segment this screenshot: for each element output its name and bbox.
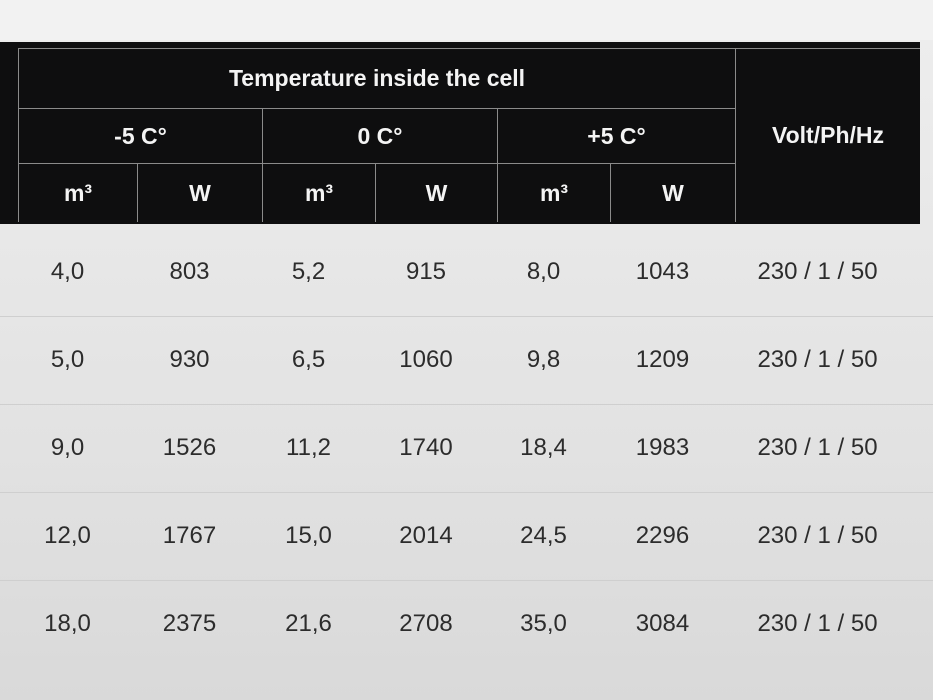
table-cell: 6,5: [291, 346, 326, 373]
table-cell: 930: [169, 346, 210, 373]
group-header: +5 C°: [497, 108, 735, 163]
sub-header: W: [375, 163, 497, 222]
group-header: -5 C°: [18, 108, 262, 163]
table-cell: 915: [405, 258, 447, 285]
sub-header: m³: [497, 163, 610, 222]
table-cell: 12,0: [44, 522, 91, 549]
table-title: Temperature inside the cell: [18, 48, 735, 108]
table-cell: 1983: [635, 434, 690, 461]
table-cell: 9,8: [526, 346, 561, 373]
table-cell: 4,0: [50, 258, 85, 285]
row-divider: [0, 492, 933, 493]
table-cell: 21,6: [285, 610, 332, 637]
table-cell: 2296: [635, 522, 690, 549]
group-header: 0 C°: [262, 108, 497, 163]
table-cell: 18,4: [520, 434, 567, 461]
table-cell: 18,0: [44, 610, 91, 637]
table-cell: 230 / 1 / 50: [757, 434, 878, 461]
table-cell: 11,2: [286, 434, 331, 461]
table-cell: 1043: [635, 258, 690, 285]
sub-header: m³: [18, 163, 137, 222]
row-divider: [0, 580, 933, 581]
table-header: [0, 42, 920, 224]
table-cell: 2375: [162, 610, 217, 637]
top-bar: [0, 0, 933, 40]
table-cell: 9,0: [50, 434, 85, 461]
row-divider: [0, 404, 933, 405]
table-cell: 1767: [162, 522, 217, 549]
table-cell: 35,0: [520, 610, 567, 637]
table-cell: 1740: [399, 434, 453, 461]
table-cell: 230 / 1 / 50: [757, 346, 878, 373]
table-cell: 15,0: [285, 522, 332, 549]
table-cell: 230 / 1 / 50: [757, 522, 878, 549]
sub-header: m³: [262, 163, 375, 222]
table-cell: 5,2: [291, 258, 326, 285]
table-cell: 24,5: [520, 522, 567, 549]
table-cell: 1060: [399, 346, 453, 373]
power-header: Volt/Ph/Hz: [735, 48, 920, 222]
table-cell: 5,0: [50, 346, 85, 373]
sub-header: W: [137, 163, 262, 222]
table-cell: 3084: [635, 610, 690, 637]
table-cell: 230 / 1 / 50: [757, 610, 878, 637]
table-cell: 230 / 1 / 50: [757, 258, 878, 285]
sub-header: W: [610, 163, 735, 222]
table-cell: 1209: [635, 346, 690, 373]
table-cell: 803: [169, 258, 210, 285]
table-cell: 1526: [162, 434, 217, 461]
table-cell: 2014: [399, 522, 453, 549]
row-divider: [0, 316, 933, 317]
table-cell: 2708: [399, 610, 453, 637]
table-cell: 8,0: [526, 258, 561, 285]
